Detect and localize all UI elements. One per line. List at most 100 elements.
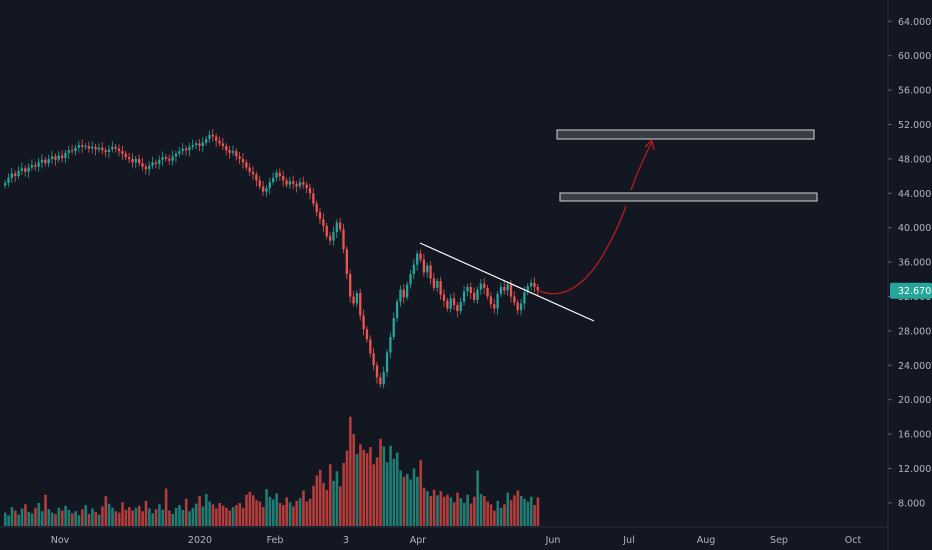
candle-body	[131, 158, 134, 163]
candle-body	[493, 304, 496, 309]
volume-bar	[231, 507, 235, 526]
projection-curve[interactable]	[536, 205, 627, 295]
volume-bar	[526, 501, 530, 526]
trendline[interactable]	[419, 242, 595, 322]
candle-body	[503, 287, 506, 291]
candle-body	[352, 296, 355, 304]
volume-bar	[513, 495, 516, 526]
time-tick-label: 2020	[188, 535, 212, 546]
candle-body	[168, 158, 171, 161]
volume-bar	[4, 512, 7, 526]
candle-body	[322, 219, 325, 226]
volume-bar	[241, 507, 245, 526]
candle-body	[97, 147, 101, 150]
volume-bar	[399, 470, 402, 526]
volume-bar	[359, 444, 362, 526]
volume-bar	[208, 501, 211, 526]
price-tick-label: 40.000	[898, 223, 931, 234]
volume-bar	[107, 503, 111, 526]
volume-bar	[164, 488, 168, 526]
candle-body	[171, 156, 174, 161]
candle-body	[201, 142, 204, 146]
candle-body	[241, 158, 245, 163]
target-zone-upper[interactable]	[556, 129, 815, 140]
volume-bar	[258, 501, 262, 526]
volume-bar	[342, 462, 345, 526]
projection-arrow[interactable]	[630, 141, 653, 191]
volume-bar	[171, 514, 175, 526]
candle-body	[161, 157, 164, 160]
volume-bar	[486, 501, 489, 526]
candle-body	[101, 147, 104, 151]
volume-bar	[144, 500, 148, 526]
volume-bar	[218, 502, 221, 526]
candle-body	[228, 150, 231, 153]
volume-bar	[148, 508, 151, 526]
candle-body	[285, 180, 288, 185]
candle-body	[426, 265, 429, 273]
candle-body	[416, 253, 419, 265]
price-tick-label: 24.000	[898, 361, 931, 372]
volume-bar	[37, 502, 41, 526]
candle-body	[194, 143, 198, 146]
volume-bar	[138, 505, 141, 526]
candle-body	[211, 134, 214, 137]
volume-bar	[10, 507, 14, 526]
volume-bar	[272, 499, 275, 526]
candle-body	[318, 212, 322, 220]
candle-body	[436, 281, 439, 288]
volume-bar	[392, 458, 396, 526]
target-zone-lower[interactable]	[559, 192, 818, 202]
volume-bar	[27, 511, 31, 526]
volume-bar	[516, 490, 520, 526]
price-tick-label: 16.000	[898, 430, 931, 441]
price-tick-label: 56.000	[898, 86, 931, 97]
volume-bar	[178, 505, 181, 526]
candle-body	[218, 140, 221, 144]
candle-body	[258, 180, 261, 187]
candle-body	[124, 153, 127, 158]
volume-bar	[312, 485, 315, 526]
volume-bar	[225, 507, 228, 526]
volume-bar	[71, 513, 74, 526]
volume-bar	[315, 475, 319, 526]
candle-body	[104, 150, 107, 153]
candle-body	[345, 249, 348, 275]
candle-body	[127, 157, 131, 159]
candle-body	[141, 163, 144, 167]
price-tick-label: 8.000	[898, 498, 925, 509]
candle-body	[342, 229, 345, 250]
candle-body	[359, 293, 362, 316]
candle-body	[513, 296, 516, 303]
volume-bar	[275, 493, 278, 526]
candle-body	[235, 151, 238, 157]
volume-bar	[151, 513, 154, 526]
volume-bar	[523, 498, 526, 526]
volume-bar	[54, 514, 57, 526]
volume-bar	[34, 507, 37, 526]
candle-body	[489, 296, 493, 305]
candle-body	[71, 150, 74, 152]
candle-body	[44, 159, 47, 164]
volume-bar	[345, 450, 349, 526]
volume-bar	[496, 500, 500, 526]
candle-body	[422, 259, 426, 273]
volume-bar	[519, 496, 523, 526]
time-axis[interactable]: Nov 2020 Feb 3 Apr Jun Jul Aug Sep Oct	[51, 535, 862, 546]
time-tick-label: Nov	[51, 535, 70, 546]
candle-body	[278, 172, 281, 177]
volume-bar	[101, 506, 104, 526]
price-tick-label: 20.000	[898, 395, 931, 406]
candle-body	[412, 264, 415, 275]
candle-body	[158, 159, 161, 165]
volume-bar	[459, 498, 463, 526]
candle-body	[392, 318, 395, 337]
candle-body	[148, 165, 151, 170]
volume-bar	[292, 506, 295, 526]
candle-body	[81, 145, 84, 147]
candle-body	[446, 300, 449, 309]
volume-bar	[382, 446, 386, 526]
candle-body	[60, 155, 64, 159]
